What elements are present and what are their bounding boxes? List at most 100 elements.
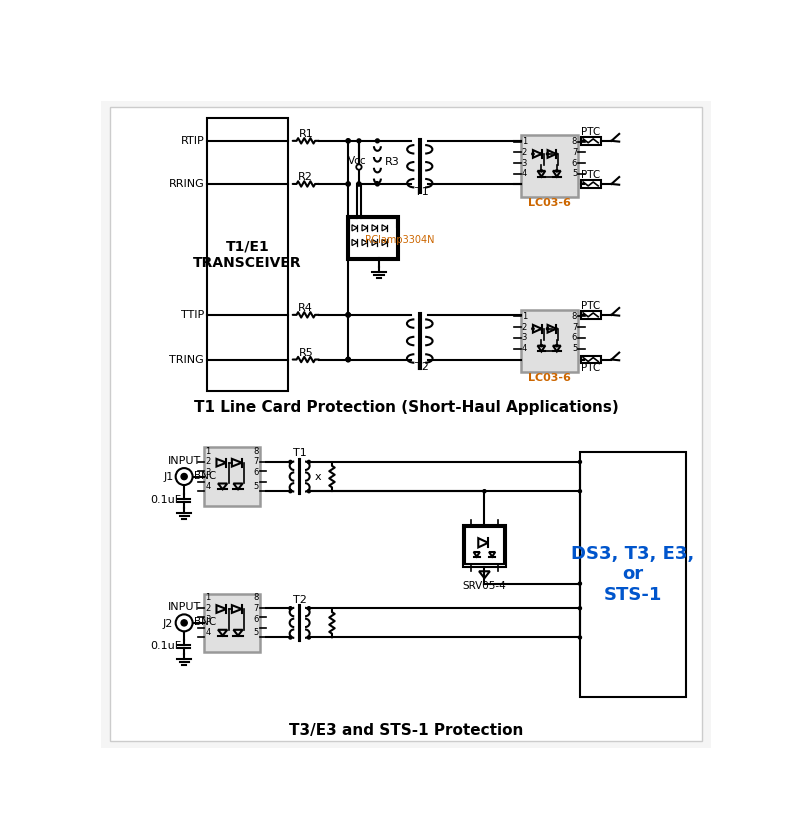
Circle shape xyxy=(531,153,534,155)
Circle shape xyxy=(346,357,350,362)
Bar xyxy=(581,311,600,318)
Circle shape xyxy=(289,490,292,493)
Circle shape xyxy=(356,165,362,170)
Text: 1: 1 xyxy=(522,312,527,321)
Text: 6: 6 xyxy=(572,333,577,343)
Bar xyxy=(581,137,600,144)
Text: BNC: BNC xyxy=(194,470,216,480)
Circle shape xyxy=(540,170,543,172)
Text: 1: 1 xyxy=(522,137,527,146)
Circle shape xyxy=(176,614,192,632)
Text: LC03-6: LC03-6 xyxy=(527,198,570,208)
Bar xyxy=(204,594,260,652)
Bar xyxy=(581,180,600,188)
Text: T3/E3 and STS-1 Protection: T3/E3 and STS-1 Protection xyxy=(289,723,523,738)
Text: 3: 3 xyxy=(522,333,527,343)
Text: T1: T1 xyxy=(415,186,429,197)
Bar xyxy=(204,447,260,506)
Circle shape xyxy=(346,312,350,317)
Circle shape xyxy=(289,460,292,464)
Text: 8: 8 xyxy=(572,312,577,321)
Circle shape xyxy=(307,490,310,493)
Text: PTC: PTC xyxy=(581,302,600,312)
Text: T2: T2 xyxy=(415,362,429,372)
Circle shape xyxy=(289,636,292,639)
Text: x: x xyxy=(315,471,322,481)
Text: 4: 4 xyxy=(205,482,211,491)
Text: LC03-6: LC03-6 xyxy=(527,373,570,383)
Circle shape xyxy=(346,181,350,186)
Text: 8: 8 xyxy=(572,137,577,146)
Text: 2: 2 xyxy=(205,604,211,612)
Text: 8: 8 xyxy=(253,447,258,455)
Circle shape xyxy=(346,139,350,143)
Circle shape xyxy=(346,312,350,317)
Bar xyxy=(580,452,686,697)
Bar xyxy=(581,355,600,364)
Text: 7: 7 xyxy=(253,604,258,612)
Text: 7: 7 xyxy=(253,458,258,466)
Text: R3: R3 xyxy=(385,157,400,167)
Text: R1: R1 xyxy=(299,129,313,139)
Text: INPUT: INPUT xyxy=(168,456,200,466)
Text: 8: 8 xyxy=(253,593,258,602)
Bar xyxy=(465,528,504,564)
Bar xyxy=(520,135,578,197)
Circle shape xyxy=(483,490,486,493)
Text: SRV05-4: SRV05-4 xyxy=(463,581,506,591)
Bar xyxy=(347,216,399,260)
Circle shape xyxy=(357,182,361,186)
Circle shape xyxy=(578,606,581,610)
Text: R2: R2 xyxy=(299,172,314,182)
Circle shape xyxy=(307,636,310,639)
Text: T1: T1 xyxy=(293,449,307,459)
Text: 5: 5 xyxy=(253,628,258,638)
Circle shape xyxy=(556,344,558,347)
Text: 7: 7 xyxy=(572,148,577,157)
Circle shape xyxy=(346,357,350,362)
Text: 6: 6 xyxy=(572,159,577,168)
Circle shape xyxy=(181,474,187,480)
Circle shape xyxy=(357,182,361,186)
Circle shape xyxy=(357,139,361,143)
Text: 2: 2 xyxy=(522,323,527,332)
Text: BNC: BNC xyxy=(194,617,216,627)
Text: 0.1uF: 0.1uF xyxy=(150,641,181,651)
Text: 4: 4 xyxy=(205,628,211,638)
Text: 2: 2 xyxy=(205,458,211,466)
Text: 1: 1 xyxy=(205,447,211,455)
Circle shape xyxy=(375,182,379,186)
Text: TTIP: TTIP xyxy=(181,310,204,320)
Circle shape xyxy=(181,620,187,626)
Circle shape xyxy=(176,468,192,485)
Circle shape xyxy=(556,170,558,172)
Text: 6: 6 xyxy=(253,468,258,477)
Text: PTC: PTC xyxy=(581,128,600,138)
Circle shape xyxy=(546,153,549,155)
Text: Vcc: Vcc xyxy=(348,156,367,165)
Circle shape xyxy=(531,328,534,330)
Bar xyxy=(520,310,578,372)
Text: R5: R5 xyxy=(299,348,313,358)
Text: T1/E1
TRANSCEIVER: T1/E1 TRANSCEIVER xyxy=(193,239,302,270)
Circle shape xyxy=(555,328,558,330)
Text: 5: 5 xyxy=(572,170,577,178)
Bar xyxy=(208,118,288,391)
Text: 0.1uF: 0.1uF xyxy=(150,495,181,505)
Text: RClamp3304N: RClamp3304N xyxy=(365,235,435,245)
Text: J1: J1 xyxy=(163,472,173,482)
Circle shape xyxy=(555,153,558,155)
Circle shape xyxy=(289,606,292,610)
Text: 3: 3 xyxy=(522,159,527,168)
Circle shape xyxy=(578,582,581,585)
Text: R4: R4 xyxy=(299,303,314,313)
Text: 1: 1 xyxy=(205,593,211,602)
Text: 4: 4 xyxy=(522,344,527,354)
Circle shape xyxy=(375,139,379,143)
Text: J2: J2 xyxy=(163,618,173,628)
Circle shape xyxy=(578,490,581,493)
Circle shape xyxy=(546,328,549,330)
Bar xyxy=(349,218,397,258)
Text: 4: 4 xyxy=(522,170,527,178)
Text: 3: 3 xyxy=(205,468,211,477)
